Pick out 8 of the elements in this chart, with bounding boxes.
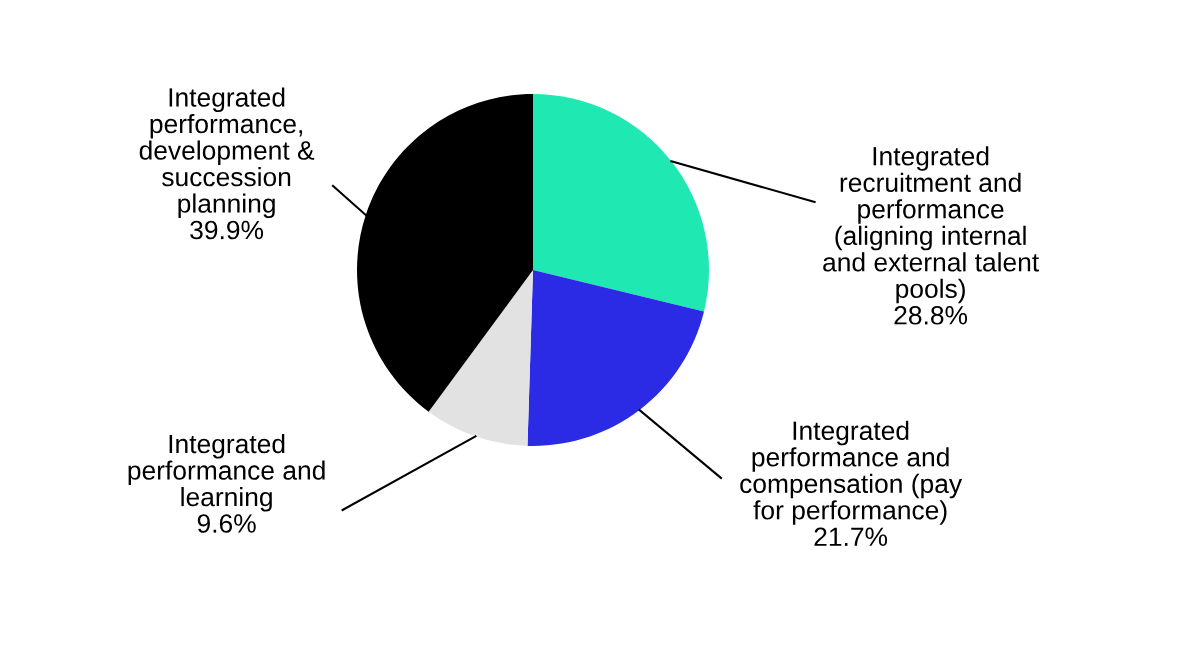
data-label: 9.6% [197, 514, 256, 533]
data-label: 21.7% [814, 527, 888, 546]
data-label: 28.8% [894, 305, 968, 325]
data-label: 39.9% [190, 220, 264, 240]
slice-label: Integrated performance and learning [128, 433, 325, 512]
slice-label: Integrated performance and compensation (pay for performance) [740, 420, 963, 525]
slice-label: Integrated recruitment and performance (aligning internal and external talent pools) [823, 146, 1039, 304]
slice-label: Integrated performance, development & succession planning [139, 87, 315, 219]
